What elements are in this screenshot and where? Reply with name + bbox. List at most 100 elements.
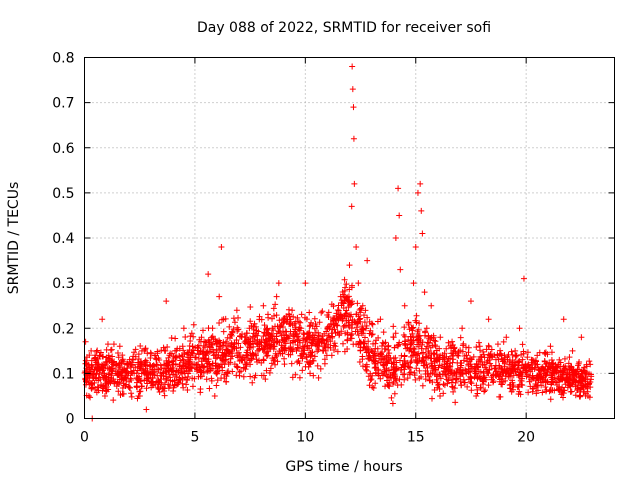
data-point-cloud <box>519 341 526 348</box>
data-point <box>101 370 108 377</box>
data-point-cloud <box>527 383 534 390</box>
data-point-cloud <box>263 326 270 333</box>
data-point-cloud <box>115 388 122 395</box>
data-point-cloud <box>322 344 329 351</box>
data-point-cloud <box>325 332 332 339</box>
data-point <box>284 334 291 341</box>
data-point-cloud <box>569 372 576 379</box>
data-point-cloud <box>93 357 100 364</box>
data-point-cloud <box>538 382 545 389</box>
data-point-cloud <box>294 342 301 349</box>
data-point-cloud <box>408 358 415 365</box>
data-point-cloud <box>457 360 464 367</box>
data-point-cloud <box>363 366 370 373</box>
data-point-cloud <box>354 300 361 307</box>
data-point-cloud <box>389 380 396 387</box>
data-point-cloud <box>416 332 423 339</box>
data-point-cloud <box>416 355 423 362</box>
data-point-cloud <box>441 368 448 375</box>
data-point-cloud <box>183 381 190 388</box>
data-point-cloud <box>348 282 355 289</box>
data-point <box>134 374 141 381</box>
data-point-cloud <box>197 389 204 396</box>
data-point-cloud <box>363 349 370 356</box>
data-point <box>349 86 356 93</box>
data-point-cloud <box>367 377 374 384</box>
data-point <box>264 352 271 359</box>
data-point-cloud <box>236 369 243 376</box>
data-point-cloud <box>360 312 367 319</box>
data-point <box>333 316 340 323</box>
data-point-cloud <box>132 346 139 353</box>
data-point-cloud <box>578 374 585 381</box>
data-point-cloud <box>325 309 332 316</box>
y-tick-label: 0.8 <box>52 51 74 67</box>
data-point-cloud <box>531 365 538 372</box>
data-point <box>211 392 218 399</box>
data-point <box>138 347 145 354</box>
data-point <box>108 374 114 381</box>
data-point-cloud <box>488 346 495 353</box>
data-point-cloud <box>111 380 118 387</box>
data-point-cloud <box>251 326 258 333</box>
data-point-cloud <box>363 322 370 329</box>
data-point-cloud <box>416 320 423 327</box>
data-point-cloud <box>495 368 502 375</box>
data-point-cloud <box>180 347 187 354</box>
data-point-cloud <box>460 376 467 383</box>
data-point-cloud <box>526 378 533 385</box>
data-point-cloud <box>432 338 439 345</box>
data-point-cloud <box>260 333 267 340</box>
data-point-cloud <box>355 332 362 339</box>
data-point-cloud <box>318 336 325 343</box>
data-point <box>311 334 318 341</box>
data-point-cloud <box>138 377 145 384</box>
data-point <box>242 334 249 341</box>
data-point-cloud <box>516 388 523 395</box>
data-point-cloud <box>209 360 216 367</box>
data-point-cloud <box>283 328 290 335</box>
data-point-cloud <box>213 382 220 389</box>
data-point-cloud <box>108 372 115 379</box>
data-point-cloud <box>329 334 336 341</box>
data-point-cloud <box>502 369 509 376</box>
data-point <box>543 388 550 395</box>
data-point-cloud <box>317 365 324 372</box>
data-point <box>556 356 563 363</box>
data-point-cloud <box>577 392 584 399</box>
data-point-cloud <box>165 381 172 388</box>
data-point-cloud <box>128 390 135 397</box>
data-point-cloud <box>333 310 340 317</box>
data-point-cloud <box>552 379 559 386</box>
data-point-cloud <box>258 372 265 379</box>
data-point-cloud <box>244 352 251 359</box>
data-point-cloud <box>343 307 350 314</box>
data-point-cloud <box>206 385 213 392</box>
data-point-cloud <box>465 362 472 369</box>
data-point-cloud <box>361 334 368 341</box>
data-point-cloud <box>231 341 238 348</box>
data-point-cloud <box>507 373 514 380</box>
data-point-cloud <box>272 361 279 368</box>
data-point-cloud <box>284 316 291 323</box>
data-point-cloud <box>278 332 285 339</box>
data-point-cloud <box>344 345 351 352</box>
data-point-cloud <box>235 314 242 321</box>
data-point <box>306 361 313 368</box>
data-point-cloud <box>443 353 450 360</box>
data-point-cloud <box>433 347 440 354</box>
data-point-cloud <box>355 341 362 348</box>
data-point-cloud <box>295 333 302 340</box>
data-point-cloud <box>102 382 109 389</box>
chart-title: Day 088 of 2022, SRMTID for receiver sof… <box>197 20 491 36</box>
data-point <box>260 302 267 309</box>
data-point-cloud <box>118 372 125 379</box>
data-point <box>342 284 349 291</box>
data-point-cloud <box>338 302 345 309</box>
data-point <box>324 325 331 332</box>
data-point-cloud <box>363 361 370 368</box>
data-point-cloud <box>334 306 341 313</box>
data-point-cloud <box>377 375 384 382</box>
data-point-cloud <box>123 377 130 384</box>
data-point-cloud <box>480 348 487 355</box>
